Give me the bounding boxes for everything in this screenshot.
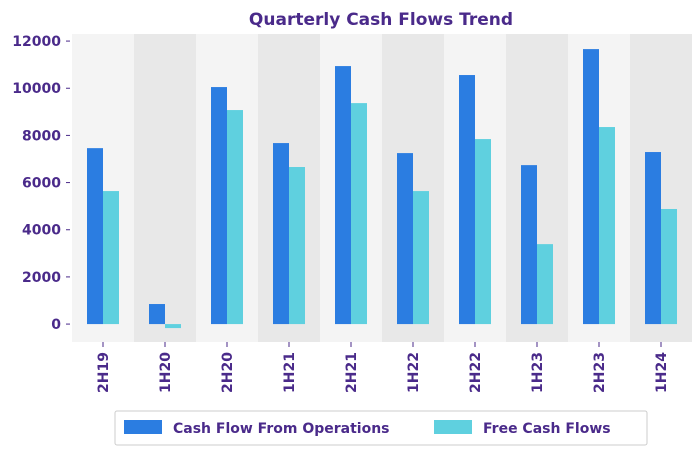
x-tick-label: 1H21 — [282, 352, 298, 393]
category-band — [134, 34, 196, 342]
legend: Cash Flow From Operations Free Cash Flow… — [114, 410, 648, 446]
bar-cfo — [459, 75, 475, 325]
bar-cfo — [521, 165, 537, 325]
x-tick-label: 2H21 — [344, 352, 360, 393]
legend-label-cfo: Cash Flow From Operations — [173, 421, 390, 437]
bar-cfo — [583, 49, 599, 325]
y-tick-label: 8000 — [22, 128, 61, 144]
x-tick-label: 2H20 — [220, 352, 236, 393]
x-tick-label: 2H22 — [468, 352, 484, 393]
bar-cfo — [211, 87, 227, 325]
x-tick-label: 2H19 — [96, 352, 112, 393]
y-tick-label: 4000 — [22, 223, 61, 239]
bar-fcf — [413, 191, 429, 325]
bar-fcf — [227, 110, 243, 325]
x-tick-label: 2H23 — [592, 352, 608, 393]
bar-fcf — [599, 127, 615, 325]
x-tick-label: 1H22 — [406, 352, 422, 393]
bar-cfo — [149, 304, 165, 325]
legend-label-fcf: Free Cash Flows — [483, 421, 611, 437]
bar-fcf — [103, 191, 119, 325]
y-tick-label: 6000 — [22, 176, 61, 192]
x-tick-label: 1H23 — [530, 352, 546, 393]
x-tick-label: 1H20 — [158, 352, 174, 393]
bar-cfo — [335, 66, 351, 325]
legend-swatch-cfo — [124, 420, 162, 434]
bar-cfo — [397, 153, 413, 325]
bar-fcf — [351, 103, 367, 325]
y-tick-label: 12000 — [12, 34, 61, 50]
bar-fcf — [475, 139, 491, 325]
y-tick-label: 2000 — [22, 270, 61, 286]
bar-fcf — [661, 208, 677, 325]
bar-cfo — [645, 152, 661, 325]
bar-fcf — [165, 324, 181, 329]
bar-cfo — [87, 148, 103, 325]
bar-cfo — [273, 143, 289, 325]
y-tick-label: 0 — [51, 317, 61, 333]
legend-swatch-fcf — [434, 420, 472, 434]
chart-title: Quarterly Cash Flows Trend — [249, 10, 513, 30]
bar-fcf — [537, 244, 553, 325]
y-tick-label: 10000 — [12, 81, 61, 97]
x-tick-label: 1H24 — [654, 352, 670, 393]
bar-fcf — [289, 167, 305, 325]
